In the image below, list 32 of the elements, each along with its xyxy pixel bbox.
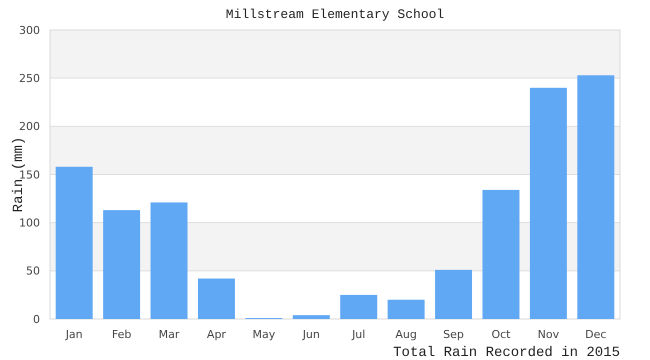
bar	[388, 300, 425, 319]
x-tick-label: Dec	[585, 328, 606, 341]
y-tick-label: 300	[19, 24, 40, 37]
y-tick-label: 250	[19, 72, 40, 86]
bar	[340, 294, 378, 319]
bar	[56, 166, 93, 319]
chart-title: Millstream Elementary School	[226, 7, 444, 22]
x-tick-label: Feb	[112, 328, 132, 341]
bar	[150, 202, 188, 319]
x-tick-label: Aug	[395, 328, 417, 341]
x-tick-label: May	[252, 328, 276, 341]
bar	[198, 278, 235, 319]
y-tick-label: 150	[19, 168, 40, 182]
x-tick-label: Jun	[302, 328, 320, 341]
bar	[103, 210, 140, 319]
x-tick-label: Jan	[64, 328, 83, 341]
x-axis-title: Total Rain Recorded in 2015	[393, 345, 620, 360]
bar	[292, 315, 330, 319]
y-tick-label: 200	[19, 120, 40, 134]
y-tick-label: 0	[33, 312, 40, 326]
bar	[577, 75, 614, 319]
y-tick-label: 50	[26, 264, 40, 278]
x-tick-label: Nov	[538, 328, 560, 341]
bar	[482, 190, 520, 319]
bar	[435, 270, 472, 319]
x-tick-label: Apr	[206, 328, 226, 341]
bar	[530, 88, 567, 319]
x-tick-label: Sep	[443, 328, 464, 341]
y-tick-label: 100	[19, 216, 40, 230]
x-tick-label: Mar	[158, 328, 180, 341]
x-tick-label: Oct	[491, 328, 512, 341]
x-tick-label: Jul	[351, 328, 366, 341]
